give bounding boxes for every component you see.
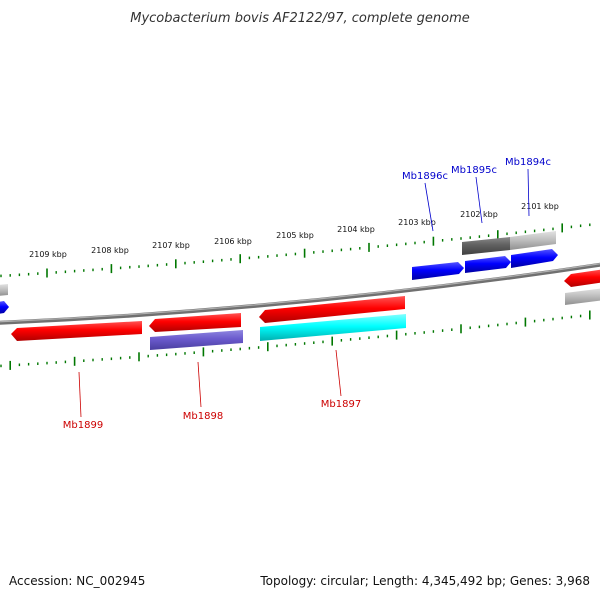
feature-bar-grey[interactable] xyxy=(510,231,556,250)
gene-bar-Mb1898[interactable] xyxy=(150,330,243,350)
cds-arrow-Mb1899[interactable] xyxy=(11,321,142,341)
lower-tick-scale xyxy=(0,310,591,370)
tick-label-2101: 2101 kbp xyxy=(521,202,559,211)
genome-backbone-highlight xyxy=(0,263,600,323)
leader-Mb1899 xyxy=(78,371,82,418)
gene-label-Mb1896c[interactable]: Mb1896c xyxy=(402,171,448,182)
gene-label-Mb1898[interactable]: Mb1898 xyxy=(183,411,223,422)
leader-Mb1898 xyxy=(197,361,202,408)
cds-arrow-Mb1898[interactable] xyxy=(149,313,241,332)
cds-arrow-Mb1897[interactable] xyxy=(259,296,405,323)
tick-label-2108: 2108 kbp xyxy=(91,246,129,255)
leader-Mb1894c xyxy=(527,168,530,217)
tick-label-2103: 2103 kbp xyxy=(398,218,436,227)
cds-arrow-right-red[interactable] xyxy=(564,269,600,287)
gene-label-Mb1895c[interactable]: Mb1895c xyxy=(451,165,497,176)
tick-label-2104: 2104 kbp xyxy=(337,225,375,234)
tick-label-2107: 2107 kbp xyxy=(152,241,190,250)
tick-label-2109: 2109 kbp xyxy=(29,250,67,259)
gene-arrow-Mb1896c[interactable] xyxy=(412,262,464,280)
leader-Mb1897 xyxy=(335,349,342,397)
gene-arrow-Mb1894c[interactable] xyxy=(511,249,558,268)
tick-label-2105: 2105 kbp xyxy=(276,231,314,240)
tick-label-2106: 2106 kbp xyxy=(214,237,252,246)
leader-Mb1895c xyxy=(475,176,483,224)
gene-arrow-left-grey[interactable] xyxy=(0,284,8,296)
gene-arrow-left-blue[interactable] xyxy=(0,301,9,314)
upper-tick-scale xyxy=(0,223,591,278)
gene-label-Mb1897[interactable]: Mb1897 xyxy=(321,399,361,410)
accession-text: Accession: NC_002945 xyxy=(9,574,146,588)
leader-Mb1896c xyxy=(424,182,434,232)
gene-bar-Mb1897[interactable] xyxy=(260,314,406,341)
gene-label-Mb1894c[interactable]: Mb1894c xyxy=(505,157,551,168)
tick-label-2102: 2102 kbp xyxy=(460,210,498,219)
gene-label-Mb1899[interactable]: Mb1899 xyxy=(63,420,103,431)
gene-arrow-Mb1895c[interactable] xyxy=(465,256,511,273)
genome-backbone xyxy=(0,262,600,325)
map-title: Mycobacterium bovis AF2122/97, complete … xyxy=(130,11,469,26)
feature-bar-dark[interactable] xyxy=(462,237,510,255)
feature-bar-right-grey[interactable] xyxy=(565,288,600,305)
genome-summary-text: Topology: circular; Length: 4,345,492 bp… xyxy=(260,574,590,588)
